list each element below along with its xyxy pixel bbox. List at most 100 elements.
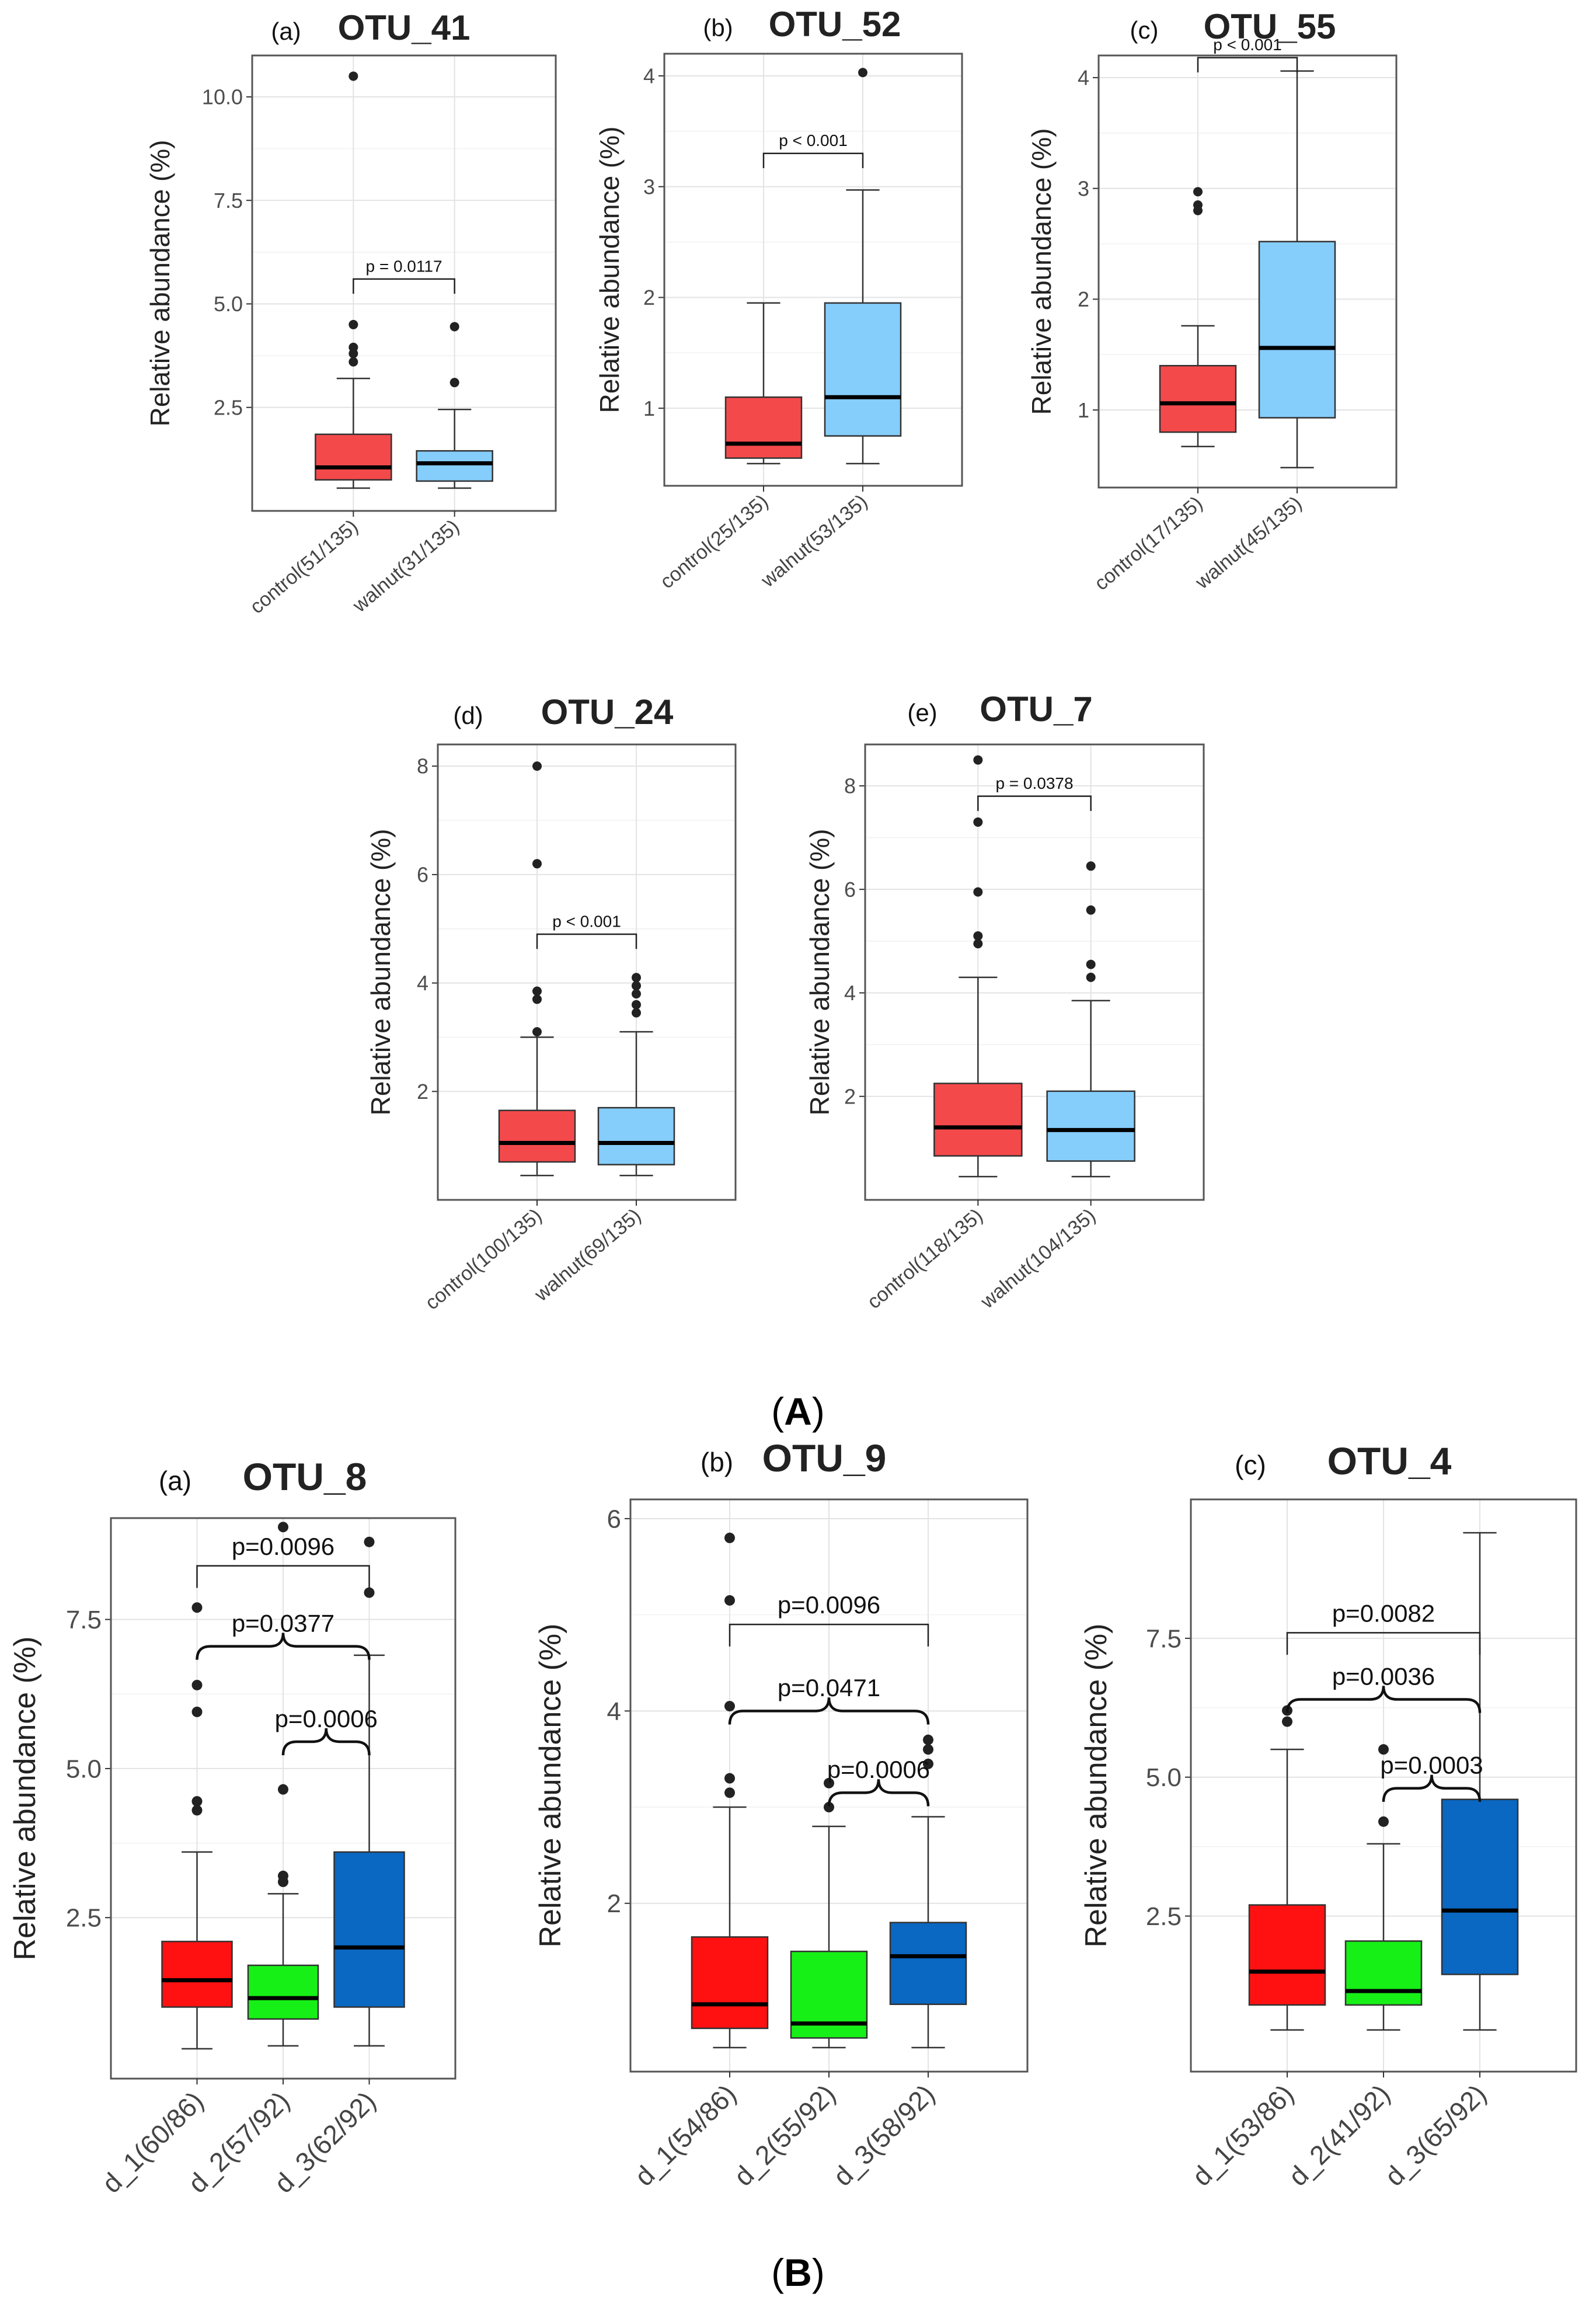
panel-label: (c) xyxy=(1130,16,1159,44)
y-tick-label: 2.5 xyxy=(66,1904,102,1933)
comparison-label: p < 0.001 xyxy=(779,131,848,149)
box-iqr xyxy=(933,1083,1023,1157)
outlier-point xyxy=(724,1532,735,1543)
y-tick-label: 5.0 xyxy=(1146,1763,1182,1792)
outlier-point xyxy=(824,1802,834,1813)
panel-label: (a) xyxy=(271,18,301,45)
outlier-point xyxy=(724,1595,735,1606)
comparison-3: p=0.0003 xyxy=(1380,1752,1483,1802)
outlier-point xyxy=(278,1784,288,1795)
comparison-bracket xyxy=(729,1623,929,1647)
comparison-brace xyxy=(1382,1774,1482,1802)
y-tick-label: 5.0 xyxy=(214,292,243,316)
outlier-point xyxy=(349,319,358,329)
box-iqr xyxy=(1248,1904,1326,2006)
box-2 xyxy=(790,1777,868,2049)
comparison-label: p=0.0082 xyxy=(1332,1599,1435,1627)
plot-background xyxy=(664,54,962,486)
y-tick-label: 4 xyxy=(607,1697,621,1726)
y-tick-label: 8 xyxy=(844,774,856,798)
box-iqr xyxy=(889,1922,967,2005)
box-1 xyxy=(933,755,1023,1178)
outlier-point xyxy=(973,939,983,949)
comparison-bracket xyxy=(353,278,455,294)
box-2 xyxy=(1344,1744,1423,2031)
outlier-point xyxy=(532,994,542,1004)
plot-frame xyxy=(1097,54,1398,489)
outlier-point xyxy=(532,1027,542,1037)
comparison-label: p < 0.001 xyxy=(1213,36,1282,54)
box-iqr xyxy=(333,1851,405,2008)
outlier-point xyxy=(824,1777,834,1788)
panel-label: (d) xyxy=(453,702,483,729)
chart-title: OTU_8 xyxy=(243,1455,367,1498)
section-b-label: (B) xyxy=(771,2251,825,2294)
box-iqr xyxy=(724,396,803,459)
outlier-point xyxy=(449,322,459,332)
outlier-point xyxy=(858,68,867,78)
comparison-brace xyxy=(281,1728,371,1756)
comparison-label: p = 0.0117 xyxy=(365,257,442,275)
box-1 xyxy=(691,1532,769,2049)
outlier-point xyxy=(632,1008,641,1018)
box-3 xyxy=(333,1536,405,2047)
comparison-1: p=0.0096 xyxy=(196,1533,370,1588)
panel-label: (a) xyxy=(159,1466,191,1496)
comparison-label: p=0.0006 xyxy=(827,1756,930,1783)
comparison-bracket xyxy=(762,152,864,168)
panel-label: (e) xyxy=(907,699,937,726)
box-iqr xyxy=(1159,365,1237,433)
outlier-point xyxy=(724,1773,735,1784)
box-2 xyxy=(247,1522,319,2047)
comparison-1: p < 0.001 xyxy=(762,131,864,168)
chart-title: OTU_4 xyxy=(1327,1439,1452,1482)
box-iqr xyxy=(416,450,493,482)
outlier-point xyxy=(349,342,358,352)
outlier-point xyxy=(1086,959,1096,969)
y-tick-label: 4 xyxy=(417,971,428,995)
comparison-1: p=0.0082 xyxy=(1286,1599,1481,1655)
panel-label: (b) xyxy=(703,14,733,41)
box-iqr xyxy=(1046,1090,1135,1162)
plot-frame xyxy=(864,743,1205,1201)
box-iqr xyxy=(315,433,392,481)
outlier-point xyxy=(532,986,542,996)
comparison-label: p=0.0471 xyxy=(778,1674,880,1701)
comparison-bracket xyxy=(536,933,637,949)
outlier-point xyxy=(1282,1716,1292,1727)
outlier-point xyxy=(724,1701,735,1712)
comparison-3: p=0.0006 xyxy=(275,1705,378,1756)
y-tick-label: 7.5 xyxy=(66,1606,102,1634)
outlier-point xyxy=(632,973,641,983)
outlier-point xyxy=(349,357,358,367)
y-tick-label: 4 xyxy=(643,64,655,88)
comparison-bracket xyxy=(196,1565,370,1588)
outlier-point xyxy=(364,1536,375,1547)
comparison-bracket xyxy=(1286,1632,1481,1655)
outlier-point xyxy=(532,761,542,771)
outlier-point xyxy=(923,1744,933,1755)
chart-b-a: 2.5 5.0 7.5 Relative abundance (%) p=0.0096 p… xyxy=(8,1455,457,2199)
chart-title: OTU_24 xyxy=(541,692,674,732)
comparison-2: p=0.0036 xyxy=(1285,1662,1482,1713)
y-tick-label: 4 xyxy=(1078,66,1089,90)
comparison-label: p=0.0006 xyxy=(275,1705,378,1732)
box-iqr xyxy=(1258,241,1336,419)
plot-frame xyxy=(251,54,557,512)
y-tick-label: 7.5 xyxy=(214,189,243,213)
outlier-point xyxy=(1378,1816,1389,1827)
y-tick-label: 2.5 xyxy=(214,395,243,419)
comparison-label: p=0.0096 xyxy=(232,1533,334,1560)
y-tick-label: 1 xyxy=(1078,398,1089,422)
comparison-bracket xyxy=(1197,57,1298,72)
box-2 xyxy=(1258,70,1336,469)
comparison-1: p < 0.001 xyxy=(536,912,637,949)
y-tick-label: 5.0 xyxy=(66,1755,102,1783)
y-tick-label: 2.5 xyxy=(1146,1902,1182,1931)
comparison-1: p = 0.0378 xyxy=(977,774,1092,811)
y-tick-label: 10.0 xyxy=(202,85,243,109)
y-tick-label: 1 xyxy=(643,396,655,420)
y-axis-label: Relative abundance (%) xyxy=(1079,1624,1113,1948)
